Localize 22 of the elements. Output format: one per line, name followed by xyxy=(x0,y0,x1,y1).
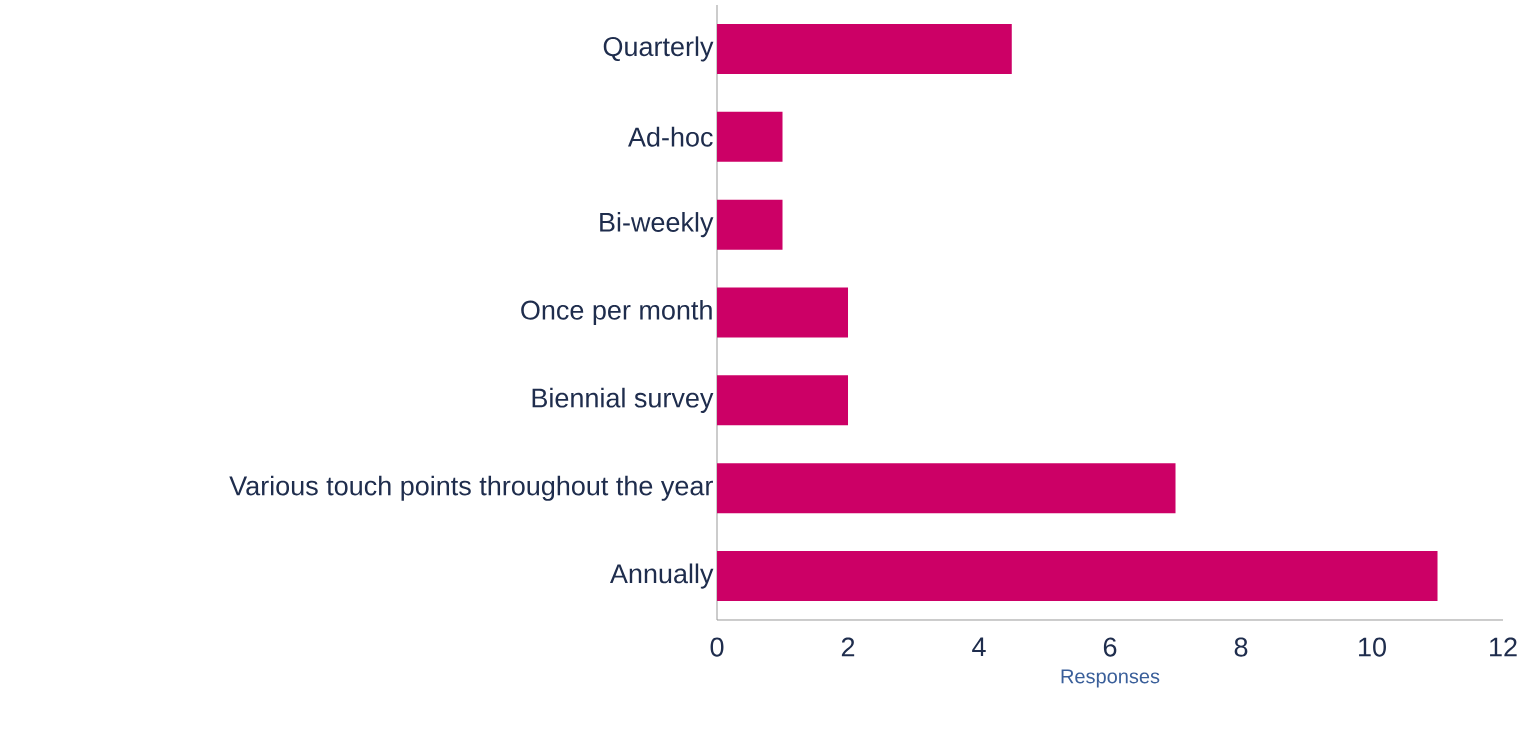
bar xyxy=(717,23,1012,74)
x-tick-label: 4 xyxy=(972,637,986,657)
y-tick-label: Biennial survey xyxy=(532,387,714,413)
bar xyxy=(717,375,849,426)
y-tick-label: Quarterly xyxy=(603,36,714,62)
bar xyxy=(717,199,783,250)
y-tick-label: Bi-weekly xyxy=(600,212,714,238)
y-tick-label: Various touch points throughout the year xyxy=(229,475,713,501)
bar xyxy=(717,551,1438,602)
y-tick-label: Ad-hoc xyxy=(627,126,713,147)
x-tick-label: 0 xyxy=(710,637,724,657)
bar xyxy=(717,111,783,162)
y-tick-label: Once per month xyxy=(521,299,712,326)
y-tick-label: Annually xyxy=(609,563,714,589)
x-tick-label: 12 xyxy=(1490,637,1517,657)
x-axis-title: Responses xyxy=(1061,669,1160,688)
bar xyxy=(717,287,849,338)
x-tick-label: 2 xyxy=(841,637,855,657)
x-tick-label: 6 xyxy=(1103,637,1117,657)
x-tick-label: 8 xyxy=(1234,637,1248,657)
bar xyxy=(717,463,1176,514)
x-tick-label: 10 xyxy=(1359,637,1386,657)
